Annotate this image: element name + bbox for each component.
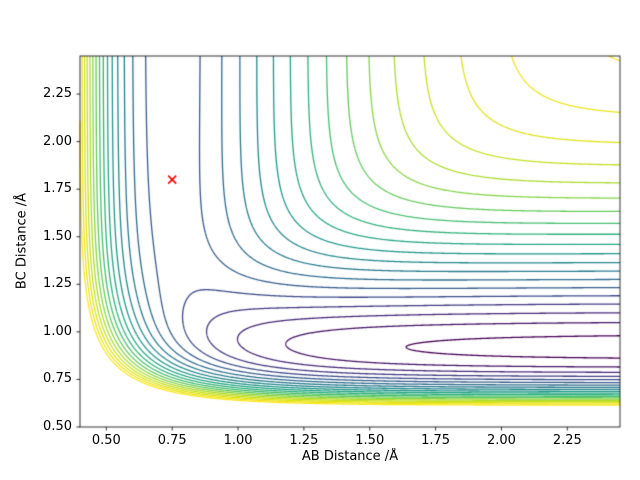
x-tick-label: 2.00 xyxy=(486,433,516,448)
y-tick-label: 0.50 xyxy=(43,419,72,434)
y-tick-label: 1.50 xyxy=(43,228,72,244)
x-tick-label: 0.75 xyxy=(157,433,187,448)
y-tick-label: 1.00 xyxy=(43,323,72,339)
x-tick-label: 2.25 xyxy=(552,433,582,448)
y-tick-label: 2.25 xyxy=(43,86,72,102)
y-tick-label: 0.75 xyxy=(43,371,72,387)
y-tick-label: 2.00 xyxy=(43,133,72,149)
x-tick-label: 1.75 xyxy=(421,433,451,448)
x-tick-label: 0.50 xyxy=(91,433,121,448)
y-tick-label: 1.25 xyxy=(43,276,72,292)
x-tick-label: 1.25 xyxy=(289,433,319,448)
x-tick-label: 1.00 xyxy=(223,433,253,448)
y-tick-label: 1.75 xyxy=(43,181,72,197)
x-tick-label: 1.50 xyxy=(355,433,385,448)
x-axis-label: AB Distance /Å xyxy=(301,449,399,464)
